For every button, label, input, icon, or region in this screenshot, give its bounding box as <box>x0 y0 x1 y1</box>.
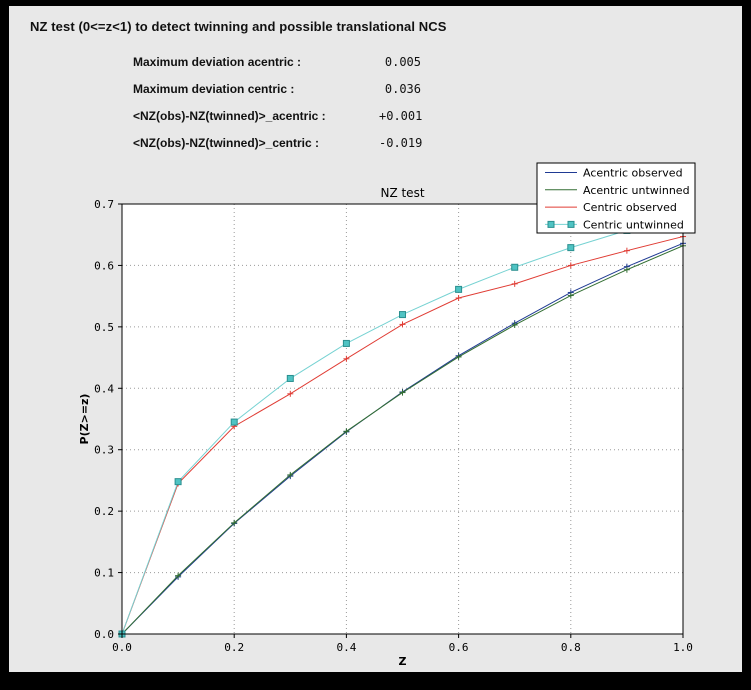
legend-label: Acentric observed <box>583 167 683 180</box>
stat-value: 0.005 <box>384 55 421 69</box>
stats-block: Maximum deviation acentric : 0.005 Maxim… <box>133 55 423 163</box>
stat-label: <NZ(obs)-NZ(twinned)>_acentric : <box>133 109 326 123</box>
stat-label: Maximum deviation centric : <box>133 82 295 96</box>
x-tick-label: 0.0 <box>112 641 132 654</box>
plot-background <box>122 204 683 634</box>
y-tick-label: 0.5 <box>94 321 114 334</box>
x-tick-label: 0.2 <box>224 641 244 654</box>
stat-value: +0.001 <box>379 109 423 123</box>
data-point-marker <box>567 244 575 252</box>
legend-marker <box>547 220 555 228</box>
legend-label: Centric untwinned <box>583 218 684 231</box>
axes: 0.0 0.2 0.4 0.6 0.8 1.0 0.0 0.1 0.2 0.3 0.4 0.5 0.6 0… <box>94 198 693 654</box>
data-point-marker <box>174 478 182 486</box>
legend: Acentric observed Acentric untwinned Centr… <box>536 162 696 234</box>
y-tick-label: 0.4 <box>94 382 114 395</box>
stat-value: -0.019 <box>379 136 423 150</box>
legend-label: Acentric untwinned <box>583 184 690 197</box>
y-tick-label: 0.1 <box>94 567 114 580</box>
stat-row: Maximum deviation acentric : 0.005 <box>133 55 421 82</box>
y-tick-label: 0.2 <box>94 505 114 518</box>
stat-label: <NZ(obs)-NZ(twinned)>_centric : <box>133 136 320 150</box>
chart-title: NZ test <box>380 186 424 200</box>
series-acentric-untwinned <box>119 242 686 637</box>
stat-label: Maximum deviation acentric : <box>133 55 302 69</box>
y-tick-label: 0.6 <box>94 259 114 272</box>
data-point-marker <box>342 339 350 347</box>
x-tick-label: 0.4 <box>336 641 356 654</box>
stat-row: <NZ(obs)-NZ(twinned)>_centric : -0.019 <box>133 136 423 163</box>
x-tick-label: 1.0 <box>673 641 693 654</box>
data-point-marker <box>455 285 463 293</box>
x-tick-label: 0.8 <box>561 641 581 654</box>
legend-marker <box>567 220 575 228</box>
stat-row: <NZ(obs)-NZ(twinned)>_acentric : +0.001 <box>133 109 423 136</box>
y-tick-label: 0.3 <box>94 444 114 457</box>
x-axis-label: Z <box>399 655 407 668</box>
data-point-marker <box>399 311 406 319</box>
data-point-marker <box>286 374 294 382</box>
data-point-marker <box>511 263 519 271</box>
y-tick-label: 0.7 <box>94 198 114 211</box>
y-axis-label: P(Z>=z) <box>78 394 91 445</box>
stat-row: Maximum deviation centric : 0.036 <box>133 82 421 109</box>
legend-label: Centric observed <box>583 201 677 214</box>
stat-value: 0.036 <box>384 82 421 96</box>
page-title: NZ test (0<=z<1) to detect twinning and … <box>30 19 447 34</box>
plot-border <box>121 203 684 635</box>
data-point-marker <box>230 418 238 426</box>
y-tick-label: 0.0 <box>94 628 114 641</box>
x-tick-label: 0.6 <box>449 641 469 654</box>
